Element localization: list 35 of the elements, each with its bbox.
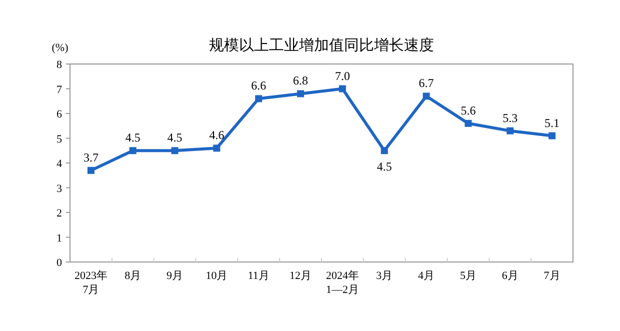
label: 5.1 bbox=[544, 116, 560, 130]
xtick: 12月 bbox=[290, 270, 312, 282]
xtick: 8月 bbox=[124, 270, 142, 282]
ytick: 7 bbox=[56, 84, 62, 96]
label: 6.6 bbox=[251, 78, 266, 93]
ytick: 3 bbox=[56, 182, 62, 195]
ytick: 6 bbox=[56, 108, 62, 120]
label: 5.3 bbox=[502, 110, 518, 125]
label: 3.7 bbox=[83, 150, 98, 164]
label: 4.6 bbox=[209, 128, 224, 142]
label: 4.5 bbox=[125, 130, 140, 145]
ytick: 0 bbox=[56, 257, 62, 269]
xtick: 9月 bbox=[166, 270, 184, 282]
xtick: 3月 bbox=[376, 270, 393, 282]
xtick: 11月 bbox=[248, 270, 270, 282]
ylabel: (%) bbox=[52, 42, 68, 54]
ytick: 4 bbox=[56, 158, 62, 170]
ytick: 2 bbox=[56, 208, 62, 220]
label: 6.7 bbox=[418, 76, 434, 90]
label: 4.5 bbox=[376, 160, 392, 174]
ytick: 8 bbox=[56, 59, 62, 71]
label: 4.5 bbox=[167, 130, 182, 145]
title: 规模以上工业增加值同比增长速度 bbox=[209, 38, 434, 54]
xtick: 10月 bbox=[206, 270, 228, 282]
xtick: 7月 bbox=[544, 270, 560, 282]
label: 5.6 bbox=[460, 103, 476, 118]
ytick: 5 bbox=[56, 133, 62, 146]
label: 7.0 bbox=[334, 68, 350, 83]
xtick: 2023年 7月 bbox=[74, 270, 108, 296]
xtick: 2024年 1—2月 bbox=[326, 270, 359, 296]
ytick: 1 bbox=[56, 232, 62, 244]
xtick: 5月 bbox=[460, 270, 476, 282]
label: 6.8 bbox=[293, 74, 308, 88]
xtick: 6月 bbox=[502, 270, 518, 282]
xtick: 4月 bbox=[418, 270, 435, 282]
